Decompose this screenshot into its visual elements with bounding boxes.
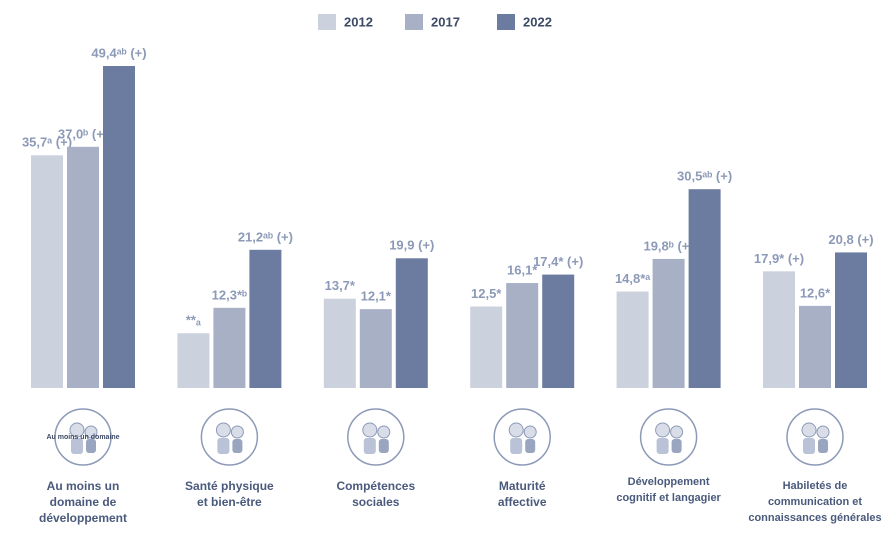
- value-label: 12,1*: [361, 289, 392, 304]
- icon-figure: [509, 423, 523, 437]
- category-label: Développement cognitif et langagier: [599, 474, 739, 506]
- value-label: 12,6*: [800, 285, 831, 300]
- icon-figure: [379, 439, 389, 453]
- bar: [763, 271, 795, 388]
- icon-figure: [802, 423, 816, 437]
- icon-figure: [525, 439, 535, 453]
- bar: [249, 250, 281, 388]
- icon-figure: [232, 439, 242, 453]
- value-label: 21,2ᵃᵇ (+): [238, 229, 293, 244]
- icon-figure: [217, 438, 229, 454]
- bar: [506, 283, 538, 388]
- value-label: 30,5ᵃᵇ (+): [677, 169, 732, 184]
- category-label: Habiletés de communication et connaissan…: [745, 478, 882, 526]
- category-icon: [494, 409, 550, 465]
- bar: [103, 66, 135, 388]
- category-label: Maturité affective: [452, 478, 592, 510]
- category-label: Au moins un domaine de développement: [13, 478, 153, 526]
- icon-figure: [672, 439, 682, 453]
- chart: 20122017202235,7ᵃ (+)37,0ᵇ (+)49,4ᵃᵇ (+)…: [0, 0, 882, 534]
- icon-figure: [803, 438, 815, 454]
- legend-label: 2012: [344, 14, 373, 29]
- bar: [799, 306, 831, 388]
- legend-label: 2017: [431, 14, 460, 29]
- bar: [324, 299, 356, 388]
- bar: [542, 275, 574, 388]
- value-label: 12,3*ᵇ: [212, 287, 247, 302]
- value-label: 19,8ᵇ (+): [643, 238, 693, 253]
- category-label: Compétences sociales: [306, 478, 446, 510]
- bar: [617, 292, 649, 388]
- icon-figure: [671, 426, 683, 438]
- category-label: Santé physique et bien-être: [159, 478, 299, 510]
- bar: [396, 258, 428, 388]
- icon-text: Au moins un domaine: [46, 434, 119, 441]
- bar: [835, 252, 867, 388]
- icon-figure: [231, 426, 243, 438]
- value-label: 13,7*: [325, 278, 356, 293]
- bar: [360, 309, 392, 388]
- bar: [470, 307, 502, 388]
- value-label: 12,5*: [471, 286, 502, 301]
- icon-figure: [378, 426, 390, 438]
- legend-swatch: [497, 14, 515, 30]
- icon-figure: [656, 423, 670, 437]
- icon-figure: [364, 438, 376, 454]
- category-icon: [201, 409, 257, 465]
- icon-figure: [524, 426, 536, 438]
- category-icon: [641, 409, 697, 465]
- value-label: 17,4* (+): [533, 254, 583, 269]
- value-label: **ₐ: [186, 313, 201, 328]
- bar: [689, 189, 721, 388]
- icon-figure: [817, 426, 829, 438]
- bar: [213, 308, 245, 388]
- bar: [653, 259, 685, 388]
- value-label: 19,9 (+): [389, 238, 434, 253]
- value-label: 17,9* (+): [754, 251, 804, 266]
- bar: [67, 147, 99, 388]
- value-label: 14,8*ᵃ: [615, 271, 650, 286]
- icon-figure: [818, 439, 828, 453]
- icon-figure: [86, 439, 96, 453]
- value-label: 20,8 (+): [828, 232, 873, 247]
- icon-figure: [657, 438, 669, 454]
- value-label: 37,0ᵇ (+): [58, 126, 108, 141]
- legend-label: 2022: [523, 14, 552, 29]
- bar: [31, 155, 63, 388]
- icon-figure: [216, 423, 230, 437]
- value-label: 49,4ᵃᵇ (+): [91, 45, 146, 60]
- icon-figure: [363, 423, 377, 437]
- legend-swatch: [318, 14, 336, 30]
- icon-figure: [510, 438, 522, 454]
- bar: [177, 333, 209, 388]
- category-icon: [787, 409, 843, 465]
- legend-swatch: [405, 14, 423, 30]
- page: {"chart_data": {"type": "bar", "categori…: [0, 0, 882, 534]
- category-icon: [348, 409, 404, 465]
